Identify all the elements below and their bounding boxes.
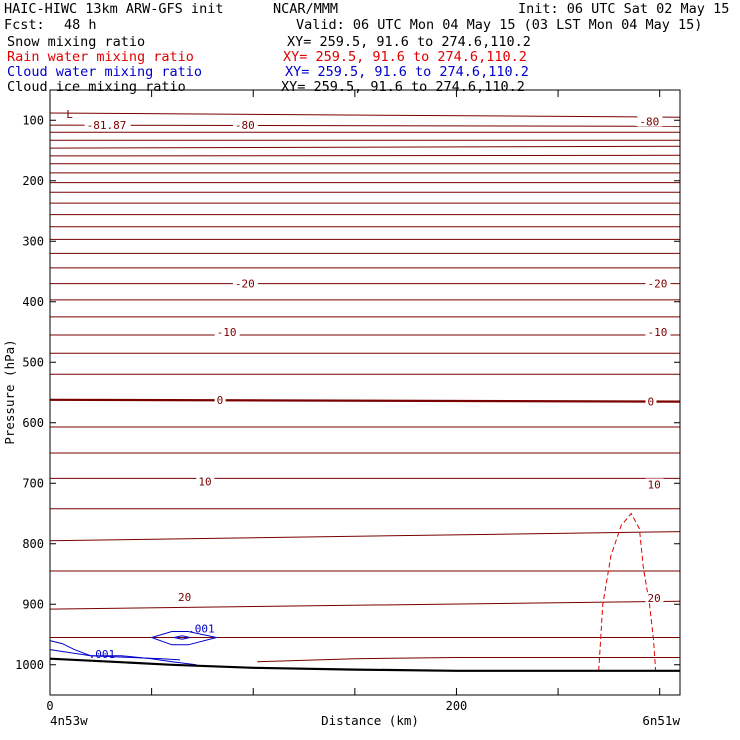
y-tick-label-2: 300 xyxy=(22,234,44,248)
field-cloud-ice-xy: XY= 259.5, 91.6 to 274.6,110.2 xyxy=(281,79,525,95)
y-axis-title: Pressure (hPa) xyxy=(2,339,17,444)
contour-label-bg-2 xyxy=(232,119,258,131)
plot-frame xyxy=(49,89,681,696)
isotherm-line-29 xyxy=(49,600,681,610)
isotherm-line-22 xyxy=(49,398,681,403)
cloud-water-label-1: .001 xyxy=(188,622,215,635)
x-start-location: 4n53w xyxy=(50,713,88,728)
y-tick-label-7: 800 xyxy=(22,537,44,551)
field-cloud-ice-name: Cloud ice mixing ratio xyxy=(7,79,186,95)
field-snow-name: Snow mixing ratio xyxy=(7,34,146,50)
cloud-water-contour-1 xyxy=(49,649,181,661)
contour-label-bg-3 xyxy=(637,115,663,127)
cloud-water-contour-0 xyxy=(49,640,197,666)
contour-label-13: 20 xyxy=(647,592,660,605)
rain-contours xyxy=(598,512,657,671)
cloud-water-contour-2 xyxy=(151,631,217,646)
forecast-hours: 48 h xyxy=(64,17,97,33)
y-tick-label-5: 600 xyxy=(22,416,44,430)
cloud-water-contour-3 xyxy=(173,635,191,640)
y-tick-label-6: 700 xyxy=(22,476,44,490)
contour-label-bg-10 xyxy=(196,475,215,487)
contour-labels: L -81.87 -80 -80 -20 -20 -10 -10 0 0 10 10 20 20 .001.… xyxy=(66,108,671,661)
contour-label-7: -10 xyxy=(647,326,667,339)
y-tick-label-3: 400 xyxy=(22,295,44,309)
isotherm-line-1 xyxy=(49,124,681,127)
cloud-water-label-0: .001 xyxy=(89,648,116,661)
valid-time: Valid: 06 UTC Mon 04 May 15 (03 LST Mon … xyxy=(296,17,703,33)
field-cloud-water-xy: XY= 259.5, 91.6 to 274.6,110.2 xyxy=(285,64,529,80)
contour-label-bg-7 xyxy=(645,326,671,337)
contour-label-bg-9 xyxy=(645,395,657,407)
contour-label-bg-5 xyxy=(645,277,671,289)
forecast-label: Fcst: xyxy=(4,17,45,33)
field-snow-xy: XY= 259.5, 91.6 to 274.6,110.2 xyxy=(287,34,531,50)
isotherm-line-4 xyxy=(49,145,681,149)
contour-label-bg-13 xyxy=(645,592,664,604)
contour-label-8: 0 xyxy=(217,394,224,407)
x-end-location: 6n51w xyxy=(642,713,680,728)
rain-contour-line xyxy=(598,512,657,671)
terrain-surface xyxy=(49,657,680,672)
y-tick-label-1: 200 xyxy=(22,174,44,188)
temperature-isotherms xyxy=(49,112,681,663)
contour-label-4: -20 xyxy=(235,278,255,291)
field-rain-name: Rain water mixing ratio xyxy=(7,49,194,65)
center-label: NCAR/MMM xyxy=(273,1,339,17)
contour-label-12: 20 xyxy=(178,591,191,604)
field-cloud-water-name: Cloud water mixing ratio xyxy=(7,64,203,80)
isotherm-near-surface xyxy=(257,657,680,663)
x-axis-title: Distance (km) xyxy=(321,713,419,728)
contour-label-11: 10 xyxy=(647,478,660,491)
isotherm-line-0 xyxy=(49,112,681,118)
contour-label-bg-11 xyxy=(645,478,664,490)
field-rain-xy: XY= 259.5, 91.6 to 274.6,110.2 xyxy=(283,49,527,65)
isotherm-line-5 xyxy=(49,154,681,157)
contour-label-bg-8 xyxy=(214,393,226,405)
contour-label-bg-12 xyxy=(176,590,195,602)
y-tick-label-9: 1000 xyxy=(15,658,44,672)
contour-label-1: -81.87 xyxy=(87,119,127,132)
x-tick-label-1: 200 xyxy=(446,699,468,713)
contour-label-9: 0 xyxy=(647,396,654,409)
contour-label-bg-4 xyxy=(232,277,258,289)
x-tick-label-0: 0 xyxy=(46,699,53,713)
contour-label-bg-1 xyxy=(84,119,131,131)
model-title: HAIC-HIWC 13km ARW-GFS init xyxy=(4,1,224,17)
y-tick-label-0: 100 xyxy=(22,113,44,127)
contour-label-6: -10 xyxy=(217,326,237,339)
contour-label-2: -80 xyxy=(235,119,255,132)
isotherm-line-27 xyxy=(49,531,681,542)
terrain-line xyxy=(49,657,680,672)
contour-label-5: -20 xyxy=(647,278,667,291)
y-tick-label-4: 500 xyxy=(22,355,44,369)
contour-label-3: -80 xyxy=(639,115,659,128)
cloud-water-contours xyxy=(49,631,217,666)
contour-label-10: 10 xyxy=(198,475,211,488)
contour-label-bg-6 xyxy=(214,326,240,337)
init-time: Init: 06 UTC Sat 02 May 15 xyxy=(518,1,730,17)
contour-label-0: L xyxy=(66,108,73,121)
y-tick-label-8: 900 xyxy=(22,597,44,611)
